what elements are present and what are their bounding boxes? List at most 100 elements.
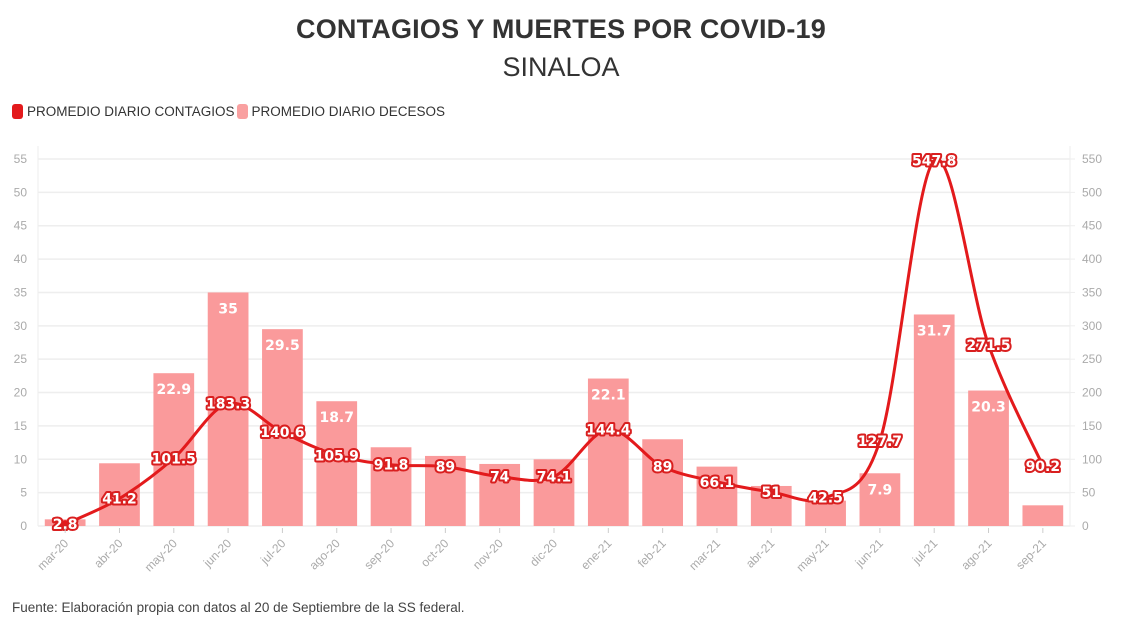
x-tick-label: ago-20 [307,536,344,573]
x-tick-label: jul-20 [257,536,289,568]
left-tick-label: 55 [14,152,28,166]
x-tick-label: sep-20 [361,536,397,572]
bar-label: 22.9 [157,382,192,398]
right-axis: 0 50 100 150 200 250 300 350 400 450 500 550 [1069,146,1102,533]
line-label: 74 [490,470,510,486]
bar-sep-21 [1022,505,1064,526]
bar-may-20 [153,373,195,526]
line-series-contagios [61,157,1045,529]
x-tick-label: feb-21 [635,536,669,570]
left-tick-label: 25 [14,352,28,366]
line-label: 51 [762,485,781,501]
x-tick-label: jun-21 [852,536,886,570]
x-tick-label: ago-21 [958,536,995,573]
bar-label: 31.7 [917,323,952,339]
left-tick-label: 50 [14,185,28,199]
line-label: 144.4 [586,423,631,439]
line-label: 140.6 [260,425,304,441]
left-tick-label: 30 [14,319,28,333]
bar-jun-21 [859,473,901,526]
line-label: 66.1 [700,475,735,491]
x-tick-label: oct-20 [418,536,452,570]
line-label: 547.8 [912,153,956,169]
right-tick-label: 250 [1082,352,1102,366]
bar-sep-20 [370,447,412,526]
left-tick-label: 15 [14,419,28,433]
x-tick-label: jun-20 [200,536,234,570]
bar-mar-21 [696,466,738,526]
legend-label-contagios: PROMEDIO DIARIO CONTAGIOS [27,104,235,119]
right-tick-label: 150 [1082,419,1102,433]
x-tick-label: mar-20 [34,536,71,573]
bar-dic-20 [533,459,575,526]
x-tick-label: dic-20 [527,536,560,569]
bar-label: 7.9 [867,482,892,498]
chart-title: CONTAGIOS Y MUERTES POR COVID-19 [296,14,826,44]
line-label: 101.5 [152,451,196,467]
legend-swatch-decesos [236,104,248,119]
left-tick-label: 5 [20,486,27,500]
line-label: 42.5 [808,491,843,507]
bar-ago-21 [968,390,1009,526]
bar-abr-20 [99,463,140,526]
bar-label: 35 [218,301,237,317]
bar-labels: 22.9 35 29.5 18.7 22.1 7.9 31.7 20.3 [157,301,1006,498]
right-tick-label: 450 [1082,219,1102,233]
bar-feb-21 [642,439,683,526]
x-tick-label: may-21 [794,536,832,574]
right-tick-label: 0 [1082,519,1089,533]
left-tick-label: 10 [14,452,28,466]
right-tick-label: 350 [1082,285,1102,299]
bar-jun-20 [207,292,249,526]
line-point [61,520,70,529]
bar-ago-20 [316,401,358,526]
legend-label-decesos: PROMEDIO DIARIO DECESOS [251,104,446,119]
right-tick-label: 500 [1082,185,1102,199]
right-tick-label: 50 [1082,486,1096,500]
x-tick-label: abr-20 [91,536,126,571]
chart-subtitle: SINALOA [502,52,620,82]
x-tick-label: may-20 [142,536,180,574]
line-label: 89 [436,460,455,476]
right-tick-label: 100 [1082,452,1102,466]
line-label: 183.3 [206,397,250,413]
bar-ene-21 [587,378,629,526]
bar-may-21 [805,500,846,526]
bar-series-decesos [44,292,1064,526]
x-tick-label: jul-21 [909,536,941,568]
bar-label: 20.3 [971,400,1006,416]
source-note: Fuente: Elaboración propia con datos al … [12,600,465,615]
line-label: 41.2 [102,492,137,508]
legend: PROMEDIO DIARIO CONTAGIOS PROMEDIO DIARI… [12,104,447,119]
legend-item-decesos[interactable]: PROMEDIO DIARIO DECESOS [236,104,446,119]
line-label: 2.8 [53,517,78,533]
bar-label: 22.1 [591,388,626,404]
line-label: 91.8 [374,458,409,474]
right-tick-label: 300 [1082,319,1102,333]
line-label: 89 [653,460,672,476]
right-tick-label: 200 [1082,386,1102,400]
line-label: 127.7 [858,434,902,450]
right-tick-label: 400 [1082,252,1102,266]
chart-plot: 0 5 10 15 20 25 30 35 40 45 50 55 0 50 100 150 200 250 30… [14,146,1102,574]
left-tick-label: 0 [20,519,27,533]
legend-item-contagios[interactable]: PROMEDIO DIARIO CONTAGIOS [12,104,235,119]
line-labels: 2.8 41.2 101.5 183.3 140.6 105.9 91.8 89 74 74.1 1… [51,151,1062,535]
bar-label: 18.7 [319,410,354,426]
legend-swatch-contagios [12,104,23,119]
x-tick-label: sep-21 [1013,536,1049,572]
line-label: 90.2 [1026,459,1061,475]
line-label: 74.1 [537,470,572,486]
line-label: 271.5 [966,338,1010,354]
bar-label: 29.5 [265,338,300,354]
line-label: 105.9 [315,448,359,464]
left-tick-label: 20 [14,386,28,400]
bar-jul-20 [262,329,303,526]
right-tick-label: 550 [1082,152,1102,166]
contagios-line [64,157,1045,526]
left-tick-label: 35 [14,285,28,299]
x-tick-label: abr-21 [743,536,778,571]
left-axis: 0 5 10 15 20 25 30 35 40 45 50 55 [14,146,39,533]
left-tick-label: 40 [14,252,28,266]
x-axis: mar-20 abr-20 may-20 jun-20 jul-20 ago-20 sep-… [34,528,1049,574]
